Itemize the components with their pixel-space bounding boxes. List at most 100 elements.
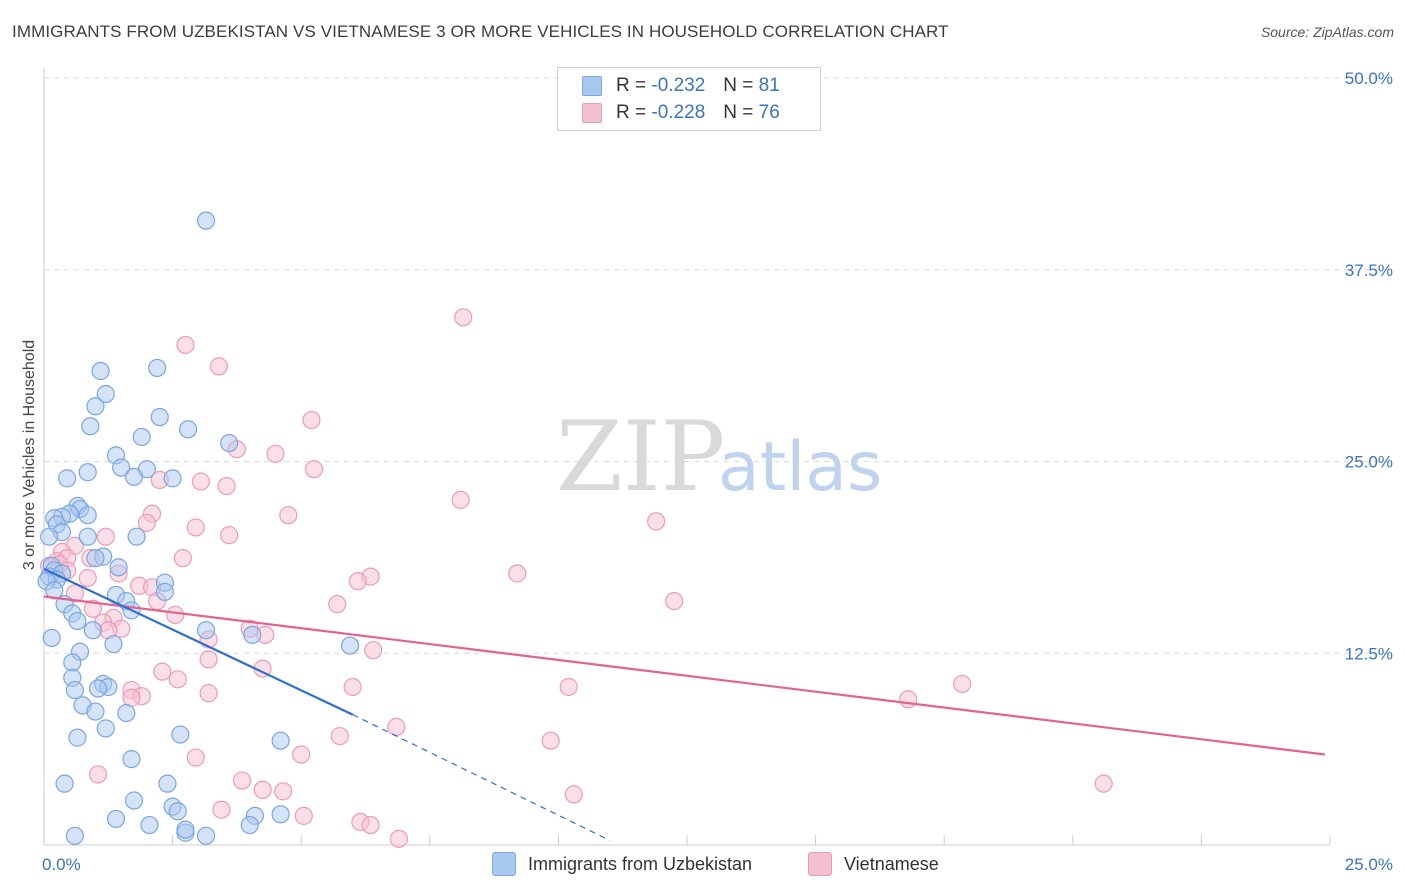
- source-label: Source: ZipAtlas.com: [1260, 24, 1394, 40]
- legend-n-label: N =: [723, 102, 754, 123]
- uzbekistan-point: [150, 407, 169, 427]
- uzbekistan-point: [40, 527, 59, 546]
- vietnamese-point: [451, 490, 470, 509]
- vietnamese-point: [88, 765, 108, 784]
- series-legend-uzbekistan[interactable]: Immigrants from Uzbekistan: [492, 852, 752, 876]
- uzbekistan-point: [243, 625, 262, 644]
- vietnamese-point: [343, 677, 362, 697]
- vietnamese-point: [292, 745, 311, 764]
- y-tick-label: 12.5%: [1345, 644, 1393, 663]
- y-axis-label: 3 or more Vehicles in Household: [21, 340, 38, 570]
- vietnamese-point: [137, 513, 156, 532]
- uzbekistan-point: [86, 397, 105, 416]
- legend-r-value: -0.228: [651, 102, 706, 123]
- vietnamese-point: [564, 785, 583, 804]
- uzbekistan-point: [55, 774, 74, 793]
- uzbekistan-point: [340, 636, 360, 655]
- uzbekistan-point: [271, 731, 290, 750]
- uzbekistan-point: [86, 549, 105, 568]
- uzbekistan-point: [132, 427, 151, 447]
- legend-row-vietnamese: R = -0.228 N = 76: [582, 100, 780, 126]
- uzbekistan-point: [106, 809, 126, 829]
- axes: [43, 68, 1331, 846]
- vietnamese-point: [559, 677, 578, 697]
- uzbekistan-point: [148, 358, 167, 378]
- uzbekistan-point: [65, 680, 84, 700]
- vietnamese-point: [166, 605, 185, 625]
- vietnamese-point: [302, 410, 321, 430]
- vietnamese-trend-line: [43, 595, 1325, 756]
- stats-legend: R = -0.232 N = 81 R = -0.228 N = 76: [557, 67, 821, 131]
- vietnamese-point: [176, 335, 195, 355]
- vietnamese-point: [173, 549, 192, 568]
- uzbekistan-point: [88, 679, 108, 698]
- vietnamese-point: [78, 568, 97, 588]
- uzbekistan-point: [65, 826, 84, 845]
- uzbekistan-point: [124, 467, 144, 486]
- vietnamese-point: [330, 726, 349, 746]
- uzbekistan-point: [86, 702, 105, 721]
- watermark: ZIP atlas: [556, 401, 882, 513]
- uzbekistan-point: [171, 725, 190, 744]
- uzbekistan-point: [196, 826, 216, 845]
- uzbekistan-trend-extension: [352, 714, 611, 841]
- uzbekistan-point: [163, 469, 182, 488]
- watermark-atlas: atlas: [718, 428, 882, 507]
- vietnamese-point: [266, 444, 285, 463]
- uzbekistan-point: [81, 417, 100, 436]
- vietnamese-point: [389, 829, 409, 848]
- vietnamese-point: [168, 670, 187, 689]
- uzbekistan-point: [155, 582, 174, 601]
- vietnamese-point: [541, 731, 560, 750]
- vietnamese-point: [361, 815, 380, 835]
- tick-labels: 12.5% 25.0% 37.5% 50.0% 0.0% 25.0%: [42, 69, 1393, 874]
- uzbekistan-point: [78, 527, 97, 546]
- uzbekistan-point: [83, 621, 102, 640]
- vietnamese-point: [199, 684, 218, 703]
- legend-row-uzbekistan: R = -0.232 N = 81: [582, 73, 780, 99]
- vietnamese-point: [96, 527, 115, 546]
- legend-n-value: 81: [758, 75, 780, 96]
- uzbekistan-point: [91, 361, 110, 381]
- series-swatch-pink: [808, 852, 832, 876]
- vietnamese-point: [83, 599, 102, 618]
- vietnamese-point: [953, 674, 972, 694]
- vietnamese-point: [647, 512, 666, 531]
- vietnamese-point: [153, 662, 172, 681]
- vietnamese-point: [186, 518, 205, 537]
- y-tick-label: 25.0%: [1345, 453, 1393, 472]
- uzbekistan-point: [168, 802, 187, 821]
- vietnamese-point: [387, 717, 406, 736]
- vietnamese-point: [279, 506, 298, 525]
- series-label-uzbekistan: Immigrants from Uzbekistan: [528, 853, 753, 874]
- x-tick-label: 25.0%: [1345, 855, 1393, 874]
- uzbekistan-point: [240, 815, 259, 835]
- uzbekistan-point: [117, 703, 136, 723]
- trend-lines: [43, 567, 1325, 841]
- uzbekistan-point: [78, 463, 97, 482]
- uzbekistan-point: [68, 728, 87, 747]
- uzbekistan-point: [78, 506, 97, 525]
- vietnamese-point: [209, 357, 228, 376]
- legend-r-value: -0.232: [651, 75, 706, 96]
- legend-swatch-pink: [582, 103, 602, 123]
- vietnamese-point: [274, 782, 293, 801]
- uzbekistan-point: [122, 749, 141, 769]
- uzbekistan-point: [124, 791, 144, 810]
- grid-lines: [44, 77, 1392, 654]
- vietnamese-point: [348, 572, 367, 591]
- vietnamese-point: [186, 748, 205, 767]
- uzbekistan-point: [196, 621, 216, 640]
- uzbekistan-point: [58, 469, 77, 488]
- legend-r-label: R =: [616, 102, 647, 123]
- vietnamese-point: [294, 806, 313, 825]
- vietnamese-point: [1094, 774, 1113, 793]
- vietnamese-points: [40, 308, 1113, 848]
- uzbekistan-point: [271, 805, 290, 824]
- x-tick-label: 0.0%: [42, 855, 81, 874]
- uzbekistan-trend-line: [43, 567, 354, 716]
- chart-title: IMMIGRANTS FROM UZBEKISTAN VS VIETNAMESE…: [12, 22, 949, 41]
- uzbekistan-point: [96, 384, 115, 404]
- uzbekistan-point: [176, 820, 195, 839]
- series-legend-vietnamese[interactable]: Vietnamese: [808, 852, 939, 876]
